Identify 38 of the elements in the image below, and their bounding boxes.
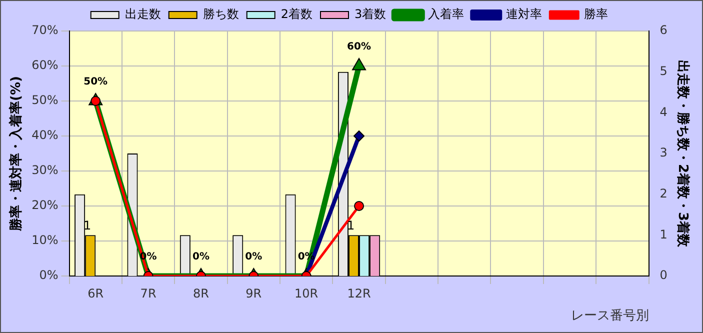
y2-tick-label: 4 xyxy=(660,104,668,119)
data-label: 0% xyxy=(192,252,210,263)
legend-label: 勝ち数 xyxy=(202,7,239,22)
y2-tick-label: 6 xyxy=(660,23,668,38)
y-tick-label: 70% xyxy=(32,23,58,38)
data-label: 50% xyxy=(84,76,108,88)
y2-tick-label: 0 xyxy=(660,268,668,282)
y2-tick-label: 5 xyxy=(660,64,668,78)
data-label: 0% xyxy=(245,252,262,263)
y-tick-label: 60% xyxy=(32,58,58,72)
y-tick-label: 0% xyxy=(39,268,58,282)
y2-tick-label: 1 xyxy=(660,227,668,242)
y-tick-label: 40% xyxy=(32,128,58,142)
legend-label: 連対率 xyxy=(506,7,542,22)
x-tick-label: 6R xyxy=(88,286,104,300)
y-tick-label: 20% xyxy=(32,198,58,212)
x-tick-label: 10R xyxy=(294,286,318,300)
data-label: 60% xyxy=(347,42,371,53)
x-tick-label: 8R xyxy=(192,286,209,300)
y2-axis-title: 出走数・勝ち数・2着数・3着数 xyxy=(674,60,691,248)
y-tick-label: 30% xyxy=(32,163,58,178)
x-tick-label: 9R xyxy=(246,286,262,300)
legend-label: 2着数 xyxy=(280,7,313,22)
x-axis-title: レース番号別 xyxy=(570,308,649,324)
y2-tick-label: 2 xyxy=(660,186,668,200)
legend-label: 出走数 xyxy=(124,7,161,22)
y-tick-label: 50% xyxy=(32,93,58,108)
y-tick-label: 10% xyxy=(32,233,58,248)
point xyxy=(352,58,366,70)
legend-label: 3着数 xyxy=(354,7,386,22)
y-axis-title: 勝率・連対率・入着率(%) xyxy=(8,76,24,232)
x-tick-label: 12R xyxy=(347,286,371,300)
x-tick-label: 7R xyxy=(140,286,156,300)
legend-label: 勝率 xyxy=(584,7,608,22)
data-label: 1 xyxy=(84,218,92,232)
y2-tick-label: 3 xyxy=(660,146,668,160)
point xyxy=(354,130,365,142)
legend-label: 入着率 xyxy=(428,7,464,22)
